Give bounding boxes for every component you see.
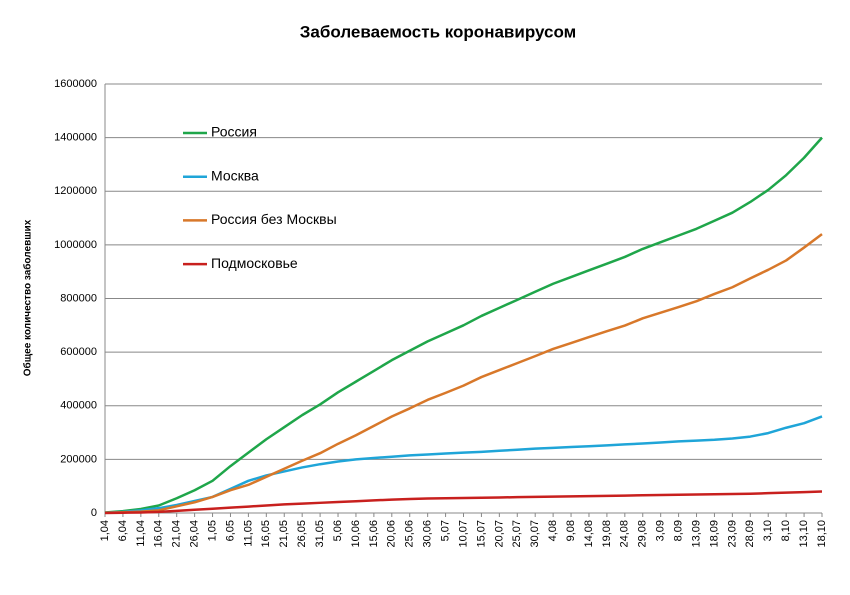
x-tick-label: 20,07 [493, 520, 505, 548]
x-tick-label: 19,08 [601, 520, 613, 548]
y-tick-label: 200000 [60, 453, 97, 465]
x-tick-label: 15,07 [475, 520, 487, 548]
x-tick-label: 8,10 [780, 520, 792, 541]
y-tick-label: 1600000 [54, 78, 97, 90]
x-tick-label: 18,09 [708, 520, 720, 548]
x-tick-label: 3,10 [762, 520, 774, 541]
series-line [104, 233, 823, 514]
legend-label: Россия [211, 124, 257, 140]
series-line [104, 490, 823, 515]
x-tick-label: 1,04 [99, 520, 111, 541]
x-tick-label: 14,08 [583, 520, 595, 548]
x-tick-label: 26,05 [296, 520, 308, 548]
legend-label: Москва [211, 167, 259, 183]
x-tick-label: 4,08 [547, 520, 559, 541]
y-tick-label: 1400000 [54, 132, 97, 144]
x-tick-label: 13,09 [690, 520, 702, 548]
x-tick-label: 10,06 [350, 520, 362, 548]
x-tick-label: 25,07 [511, 520, 523, 548]
y-tick-label: 400000 [60, 400, 97, 412]
x-tick-label: 5,07 [439, 520, 451, 541]
x-tick-label: 13,10 [798, 520, 810, 548]
x-tick-label: 10,07 [457, 520, 469, 548]
x-tick-label: 15,06 [368, 520, 380, 548]
x-tick-label: 30,07 [529, 520, 541, 548]
y-tick-label: 0 [91, 507, 97, 519]
x-tick-label: 8,09 [673, 520, 685, 541]
x-tick-label: 21,04 [171, 520, 183, 548]
x-tick-label: 20,06 [386, 520, 398, 548]
x-tick-label: 6,05 [224, 520, 236, 541]
x-tick-label: 30,06 [422, 520, 434, 548]
x-tick-label: 31,05 [314, 520, 326, 548]
x-tick-label: 9,08 [565, 520, 577, 541]
x-tick-label: 16,05 [260, 520, 272, 548]
legend-label: Подмосковье [211, 255, 298, 271]
chart-title: Заболеваемость коронавирусом [300, 22, 576, 41]
y-tick-label: 1000000 [54, 239, 97, 251]
x-tick-label: 26,04 [189, 520, 201, 548]
x-tick-label: 18,10 [816, 520, 828, 548]
legend-label: Россия без Москвы [211, 211, 337, 227]
x-tick-label: 3,09 [655, 520, 667, 541]
x-tick-label: 25,06 [404, 520, 416, 548]
y-tick-label: 600000 [60, 346, 97, 358]
x-tick-label: 16,04 [153, 520, 165, 548]
x-tick-label: 24,08 [619, 520, 631, 548]
x-tick-label: 5,06 [332, 520, 344, 541]
x-tick-label: 1,05 [206, 520, 218, 541]
x-tick-label: 28,09 [744, 520, 756, 548]
x-tick-label: 6,04 [117, 520, 129, 541]
y-axis-label: Общее количество заболевших [22, 219, 34, 376]
x-tick-label: 21,05 [278, 520, 290, 548]
y-tick-label: 800000 [60, 292, 97, 304]
x-tick-label: 11,04 [135, 520, 147, 547]
x-tick-label: 29,08 [637, 520, 649, 548]
x-tick-label: 11,05 [242, 520, 254, 547]
series-line [104, 136, 823, 514]
x-tick-label: 23,09 [726, 520, 738, 548]
y-tick-label: 1200000 [54, 185, 97, 197]
